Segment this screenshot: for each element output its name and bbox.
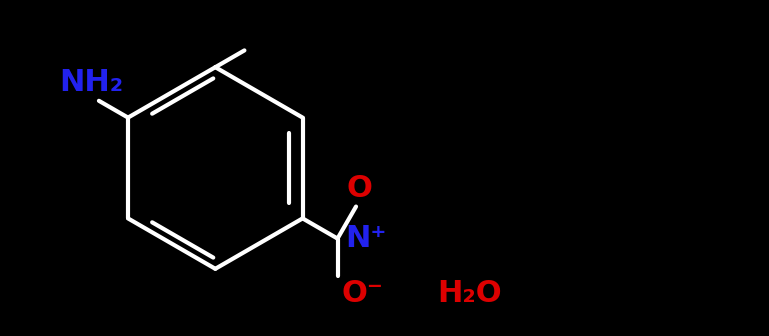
- Text: N⁺: N⁺: [345, 224, 387, 253]
- Text: H₂O: H₂O: [438, 279, 502, 308]
- Text: O⁻: O⁻: [341, 279, 383, 308]
- Text: O: O: [347, 174, 373, 203]
- Text: NH₂: NH₂: [59, 69, 123, 97]
